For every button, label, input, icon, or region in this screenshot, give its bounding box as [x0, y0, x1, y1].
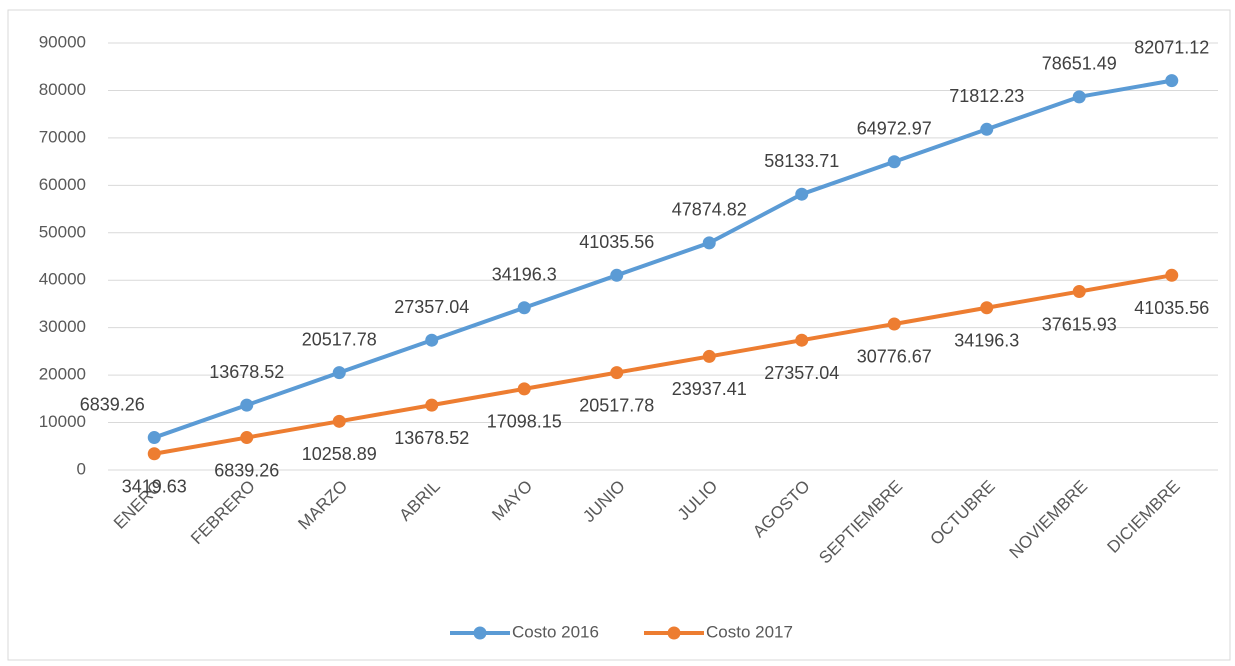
legend-label: Costo 2017 [706, 622, 793, 641]
data-label: 58133.71 [764, 151, 839, 171]
data-label: 17098.15 [487, 412, 562, 432]
data-label: 27357.04 [764, 363, 839, 383]
data-label: 3419.63 [122, 477, 187, 497]
data-point [240, 431, 254, 445]
legend-marker [473, 626, 487, 640]
chart-border [7, 9, 1231, 661]
data-point [795, 187, 809, 201]
y-tick-label: 40000 [39, 270, 86, 289]
data-label: 23937.41 [672, 379, 747, 399]
data-label: 30776.67 [857, 347, 932, 367]
data-point [980, 301, 994, 315]
y-tick-label: 70000 [39, 127, 86, 146]
data-label: 64972.97 [857, 118, 932, 138]
data-label: 6839.26 [214, 460, 279, 480]
data-point [332, 414, 346, 428]
data-label: 6839.26 [80, 394, 145, 414]
legend-marker [667, 626, 681, 640]
data-label: 71812.23 [949, 86, 1024, 106]
data-point [887, 155, 901, 169]
data-label: 78651.49 [1042, 54, 1117, 74]
data-point [795, 333, 809, 347]
data-label: 82071.12 [1134, 37, 1209, 57]
data-point [147, 447, 161, 461]
y-tick-label: 10000 [39, 412, 86, 431]
y-tick-label: 30000 [39, 317, 86, 336]
y-tick-label: 50000 [39, 222, 86, 241]
data-label: 37615.93 [1042, 314, 1117, 334]
data-point [147, 431, 161, 445]
data-label: 34196.3 [492, 265, 557, 285]
series-line [153, 78, 1173, 440]
data-point [332, 366, 346, 380]
data-label: 41035.56 [1134, 298, 1209, 318]
data-point [1072, 90, 1086, 104]
data-point [702, 236, 716, 250]
legend-label: Costo 2016 [512, 622, 599, 641]
data-point [610, 268, 624, 282]
data-point [517, 382, 531, 396]
data-point [610, 366, 624, 380]
y-tick-label: 60000 [39, 175, 86, 194]
data-point [1165, 268, 1179, 282]
data-point [887, 317, 901, 331]
y-tick-label: 90000 [39, 32, 86, 51]
data-point [425, 398, 439, 412]
y-tick-label: 20000 [39, 365, 86, 384]
series-line [153, 273, 1173, 456]
data-label: 27357.04 [394, 297, 469, 317]
data-label: 47874.82 [672, 200, 747, 220]
data-label: 34196.3 [954, 331, 1019, 351]
data-point [1072, 285, 1086, 299]
data-label: 20517.78 [579, 395, 654, 415]
data-label: 41035.56 [579, 232, 654, 252]
data-point [702, 349, 716, 363]
y-tick-label: 80000 [39, 80, 86, 99]
data-label: 20517.78 [302, 329, 377, 349]
data-label: 13678.52 [209, 362, 284, 382]
data-point [517, 301, 531, 315]
data-point [240, 398, 254, 412]
data-label: 13678.52 [394, 428, 469, 448]
data-point [1165, 74, 1179, 88]
data-point [425, 333, 439, 347]
data-label: 10258.89 [302, 444, 377, 464]
y-tick-label: 0 [77, 459, 86, 478]
data-point [980, 122, 994, 136]
